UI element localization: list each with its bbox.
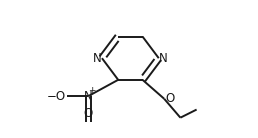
Text: O: O bbox=[166, 92, 175, 105]
Text: −O: −O bbox=[46, 90, 66, 103]
Text: +: + bbox=[88, 86, 95, 95]
Text: N: N bbox=[159, 52, 167, 65]
Text: O: O bbox=[84, 107, 93, 120]
Text: N: N bbox=[84, 90, 93, 103]
Text: N: N bbox=[93, 52, 102, 65]
